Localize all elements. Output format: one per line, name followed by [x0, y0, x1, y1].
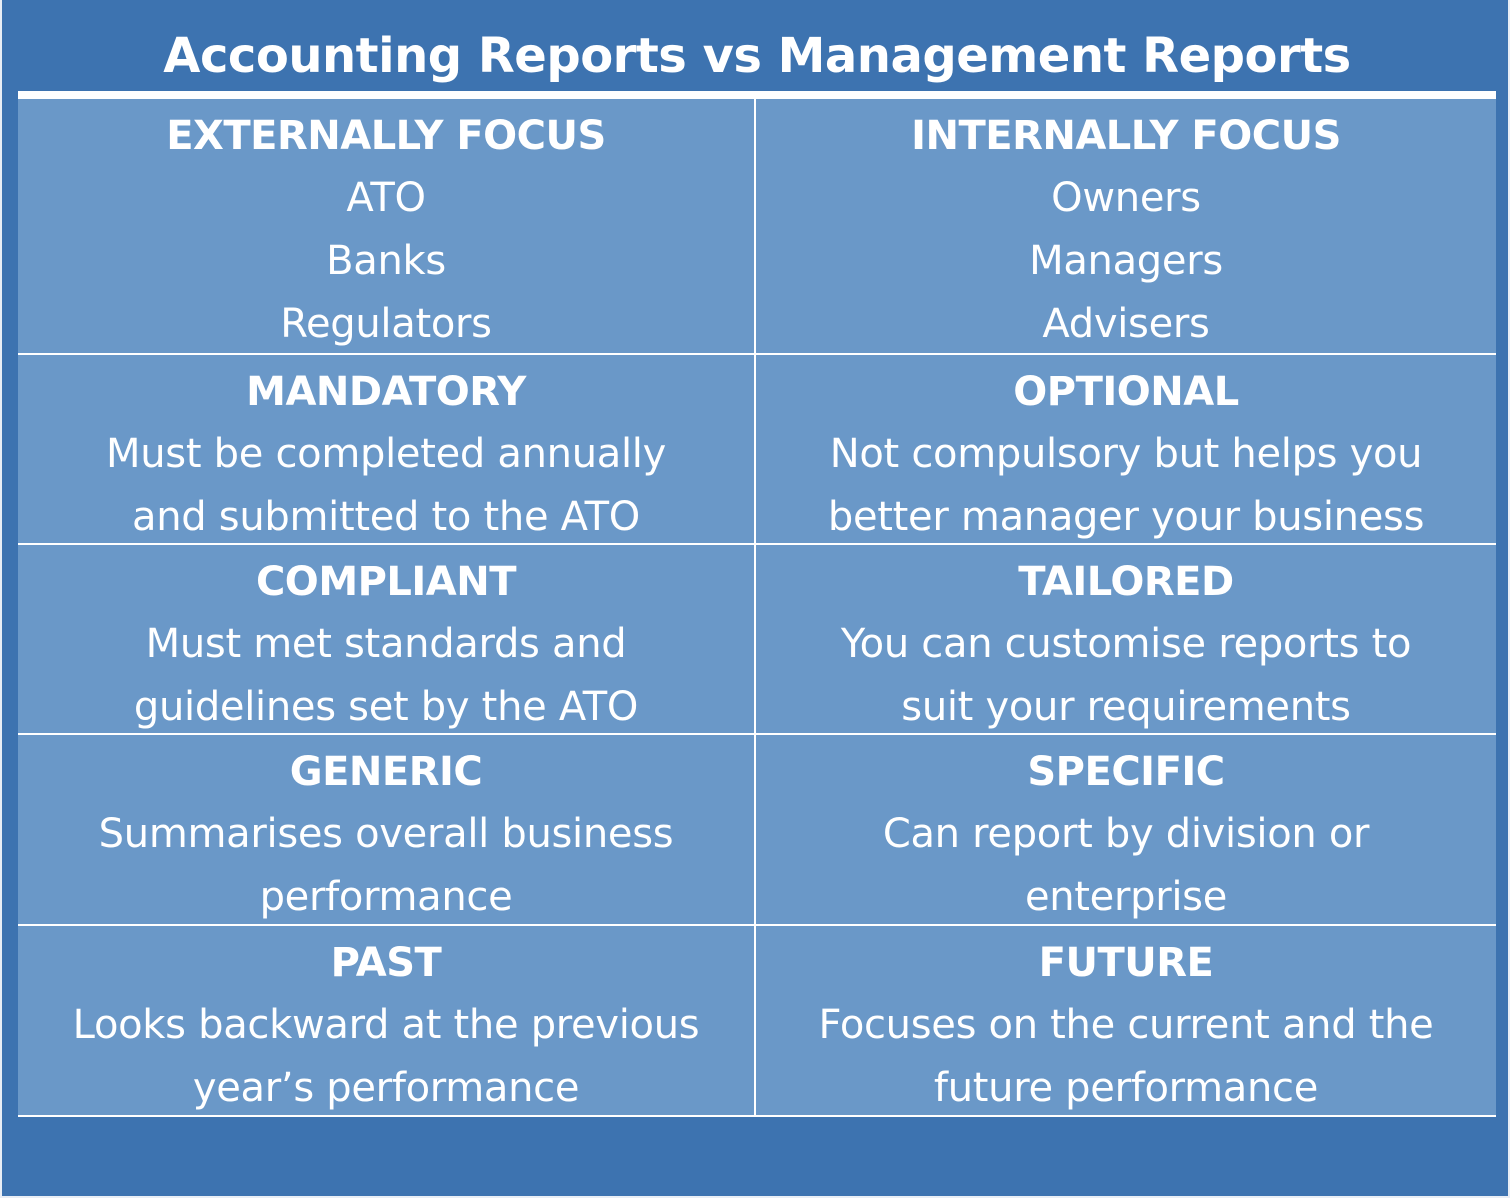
table-row-requirement: MANDATORY Must be completed annually and… — [18, 355, 1496, 545]
cell-line: Managers — [1029, 238, 1223, 284]
cell-management-focus: INTERNALLY FOCUS Owners Managers Adviser… — [756, 99, 1496, 353]
cell-line: suit your requirements — [901, 684, 1351, 730]
cell-management-timeframe: FUTURE Focuses on the current and the fu… — [756, 926, 1496, 1115]
cell-line: Can report by division or — [882, 811, 1370, 857]
cell-line: Summarises overall business — [98, 811, 674, 857]
cell-line: You can customise reports to — [840, 621, 1412, 667]
cell-management-standards: TAILORED You can customise reports to su… — [756, 545, 1496, 733]
cell-line: Regulators — [280, 301, 492, 347]
cell-accounting-scope: GENERIC Summarises overall business perf… — [18, 735, 756, 924]
cell-accounting-standards: COMPLIANT Must met standards and guideli… — [18, 545, 756, 733]
comparison-table: EXTERNALLY FOCUS ATO Banks Regulators IN… — [18, 91, 1496, 1117]
table-row-standards: COMPLIANT Must met standards and guideli… — [18, 545, 1496, 735]
table-row-focus: EXTERNALLY FOCUS ATO Banks Regulators IN… — [18, 99, 1496, 355]
cell-line: performance — [259, 874, 513, 920]
footer-band — [2, 1117, 1510, 1198]
cell-heading: SPECIFIC — [1027, 749, 1225, 795]
cell-line: Focuses on the current and the — [818, 1002, 1434, 1048]
cell-line: Banks — [326, 238, 446, 284]
cell-line: Must be completed annually — [106, 431, 666, 477]
cell-heading: EXTERNALLY FOCUS — [166, 113, 606, 159]
cell-line: and submitted to the ATO — [132, 494, 640, 540]
cell-heading: TAILORED — [1018, 559, 1234, 605]
cell-accounting-requirement: MANDATORY Must be completed annually and… — [18, 355, 756, 543]
cell-heading: OPTIONAL — [1013, 369, 1239, 415]
cell-heading: GENERIC — [289, 749, 483, 795]
cell-heading: PAST — [330, 940, 442, 986]
cell-line: year’s performance — [192, 1065, 580, 1111]
cell-accounting-focus: EXTERNALLY FOCUS ATO Banks Regulators — [18, 99, 756, 353]
table-row-timeframe: PAST Looks backward at the previous year… — [18, 926, 1496, 1117]
cell-heading: COMPLIANT — [255, 559, 517, 605]
cell-line: better manager your business — [827, 494, 1425, 540]
cell-line: Not compulsory but helps you — [829, 431, 1423, 477]
cell-management-requirement: OPTIONAL Not compulsory but helps you be… — [756, 355, 1496, 543]
cell-heading: FUTURE — [1038, 940, 1214, 986]
cell-line: future performance — [933, 1065, 1319, 1111]
cell-line: Looks backward at the previous — [72, 1002, 700, 1048]
page-title: Accounting Reports vs Management Reports — [163, 28, 1351, 84]
cell-line: enterprise — [1024, 874, 1228, 920]
cell-line: ATO — [346, 175, 426, 221]
cell-line: Advisers — [1042, 301, 1210, 347]
cell-line: Owners — [1051, 175, 1201, 221]
cell-line: guidelines set by the ATO — [133, 684, 639, 730]
cell-accounting-timeframe: PAST Looks backward at the previous year… — [18, 926, 756, 1115]
table-row-scope: GENERIC Summarises overall business perf… — [18, 735, 1496, 926]
cell-heading: MANDATORY — [246, 369, 526, 415]
cell-management-scope: SPECIFIC Can report by division or enter… — [756, 735, 1496, 924]
cell-heading: INTERNALLY FOCUS — [911, 113, 1341, 159]
cell-line: Must met standards and — [145, 621, 627, 667]
